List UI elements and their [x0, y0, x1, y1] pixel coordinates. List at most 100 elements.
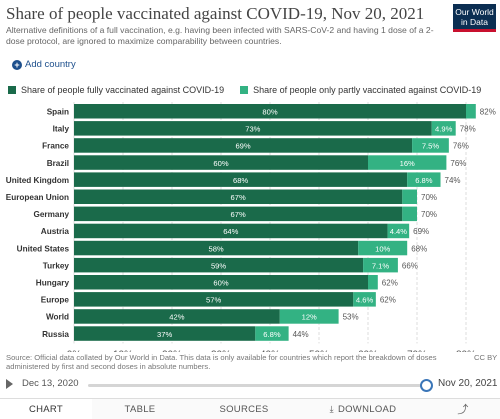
plus-icon: + [12, 59, 22, 70]
bar-partly-vaccinated [358, 240, 408, 256]
data-label-fully: 37% [157, 330, 172, 339]
chart-title: Share of people vaccinated against COVID… [6, 4, 425, 23]
play-icon[interactable] [6, 379, 13, 389]
data-label-fully: 64% [223, 227, 238, 236]
bar-partly-vaccinated [402, 189, 417, 204]
data-label-partly: 4.6% [356, 296, 374, 305]
category-label: Spain [47, 107, 69, 116]
timeline-end-date: Nov 20, 2021 [438, 378, 498, 389]
data-label-partly: 4.9% [435, 125, 453, 134]
bar-partly-vaccinated [431, 121, 456, 136]
data-label-total: 78% [460, 125, 476, 134]
tab-sources[interactable]: SOURCES [219, 403, 269, 415]
tab-chart[interactable]: CHART [0, 399, 92, 419]
bar-fully-vaccinated [74, 326, 256, 341]
bar-fully-vaccinated [74, 189, 403, 204]
data-label-total: 70% [421, 193, 437, 202]
x-tick-label: 10% [113, 349, 133, 352]
category-label: France [42, 142, 69, 151]
bar-fully-vaccinated [74, 275, 368, 290]
owid-logo[interactable]: Our World in Data [453, 4, 496, 32]
data-label-total: 66% [402, 261, 418, 270]
bar-fully-vaccinated [74, 138, 413, 153]
bar-partly-vaccinated [368, 275, 378, 290]
category-label: Austria [41, 227, 70, 236]
x-tick-label: 50% [309, 349, 329, 352]
bar-fully-vaccinated [74, 292, 354, 307]
category-label: Turkey [43, 261, 70, 270]
bar-partly-vaccinated [466, 104, 476, 119]
data-label-fully: 67% [231, 193, 246, 202]
bar-fully-vaccinated [74, 309, 280, 324]
x-tick-label: 80% [456, 349, 476, 352]
legend-swatch-partly [240, 86, 249, 94]
category-label: United States [17, 244, 70, 253]
bar-partly-vaccinated [363, 257, 398, 273]
legend-label-fully: Share of people fully vaccinated against… [21, 85, 225, 95]
data-label-total: 76% [453, 142, 469, 151]
category-label: Russia [42, 330, 69, 339]
timeline-start-date: Dec 13, 2020 [22, 378, 79, 389]
category-label: United Kingdom [6, 176, 69, 185]
bar-fully-vaccinated [74, 223, 388, 239]
data-label-total: 62% [382, 278, 398, 287]
x-tick-label: 40% [260, 349, 280, 352]
data-label-fully: 73% [245, 125, 260, 134]
bar-partly-vaccinated [353, 292, 376, 307]
data-label-total: 62% [380, 296, 396, 305]
x-tick-label: 0% [67, 349, 82, 352]
license-label[interactable]: CC BY [474, 353, 498, 362]
timeline-handle[interactable] [420, 379, 433, 392]
category-label: Italy [53, 125, 70, 134]
bar-partly-vaccinated [255, 326, 289, 341]
data-label-total: 76% [450, 159, 466, 168]
data-label-total: 70% [421, 210, 437, 219]
tab-bar: CHART TABLE SOURCES ⤓ DOWNLOAD ⤴ [0, 398, 500, 419]
bar-partly-vaccinated [368, 155, 447, 170]
data-label-fully: 60% [213, 278, 228, 287]
data-label-total: 82% [480, 107, 496, 116]
bar-partly-vaccinated [279, 309, 339, 324]
timeline-track[interactable] [88, 384, 426, 387]
legend-item-partly[interactable]: Share of people only partly vaccinated a… [240, 85, 481, 95]
bar-chart: 0% 10% 20% 30% 40% 50% 60% 70% 80% Spain 80% 82% Ita… [6, 102, 496, 352]
legend-item-fully[interactable]: Share of people fully vaccinated against… [8, 85, 224, 95]
legend-swatch-fully [8, 86, 16, 94]
data-label-partly: 7.1% [372, 261, 390, 270]
bar-partly-vaccinated [402, 206, 417, 222]
data-label-partly: 6.8% [415, 176, 433, 185]
bar-fully-vaccinated [74, 121, 432, 136]
tab-table[interactable]: TABLE [124, 403, 156, 415]
add-country-label: Add country [25, 59, 76, 70]
data-label-partly: 6.8% [263, 330, 281, 339]
share-button[interactable]: ⤴ [426, 399, 500, 419]
category-label: Europe [41, 296, 70, 305]
data-label-partly: 4.4% [390, 227, 408, 236]
download-icon: ⤓ [329, 403, 334, 414]
category-label: Hungary [36, 278, 70, 287]
data-label-fully: 58% [208, 244, 223, 253]
data-label-fully: 42% [169, 313, 184, 322]
data-label-total: 44% [293, 330, 309, 339]
share-icon: ⤴ [457, 404, 469, 416]
bar-partly-vaccinated [412, 138, 449, 153]
bar-fully-vaccinated [74, 104, 466, 119]
x-tick-label: 20% [162, 349, 182, 352]
bar-fully-vaccinated [74, 172, 408, 187]
data-label-partly: 7.5% [422, 142, 440, 151]
data-label-fully: 80% [262, 107, 277, 116]
timeline: Dec 13, 2020 Nov 20, 2021 [0, 377, 500, 393]
bar-partly-vaccinated [387, 223, 410, 239]
chart-legend: Share of people fully vaccinated against… [8, 85, 497, 95]
add-country-button[interactable]: + Add country [12, 59, 76, 70]
data-label-fully: 69% [235, 142, 250, 151]
chart-subtitle: Alternative definitions of a full vaccin… [6, 25, 434, 46]
category-label: Germany [34, 210, 70, 219]
x-tick-label: 70% [407, 349, 427, 352]
category-label: Brazil [47, 159, 69, 168]
logo-line-2: in Data [461, 16, 488, 27]
data-label-total: 53% [343, 313, 359, 322]
bar-partly-vaccinated [407, 172, 441, 187]
data-label-partly: 16% [400, 159, 415, 168]
tab-download[interactable]: ⤓ DOWNLOAD [300, 399, 426, 419]
